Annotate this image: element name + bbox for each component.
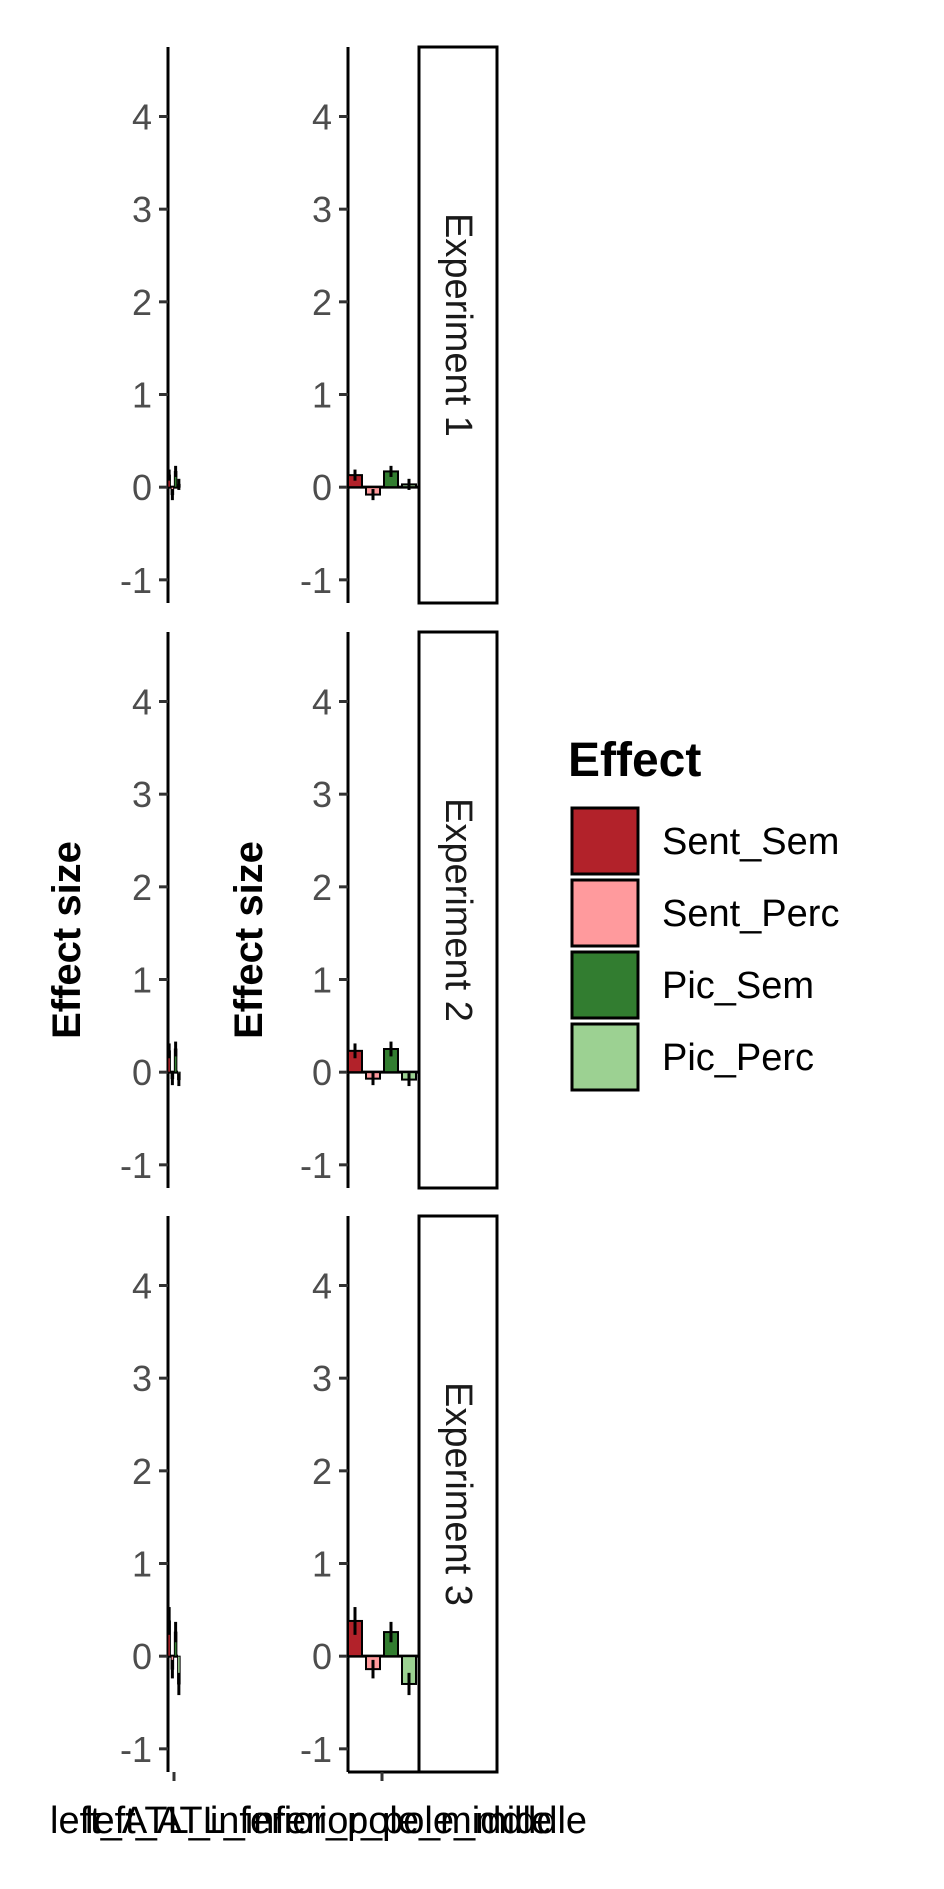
y-tick-label-right-exp2: -1 — [300, 1145, 332, 1186]
y-tick-label-left-exp3: -1 — [120, 1729, 152, 1770]
y-tick-label-left-exp2: 3 — [132, 774, 152, 815]
legend-label-pic-sem: Pic_Sem — [662, 965, 814, 1007]
facet-strip-exp3 — [417, 1214, 499, 1774]
legend-key-pic-sem — [570, 950, 640, 1020]
y-tick-label-left-exp1: -1 — [120, 560, 152, 601]
y-tick-label-right-exp1: 4 — [312, 97, 332, 138]
legend-label-pic-perc: Pic_Perc — [662, 1037, 814, 1079]
y-tick-label-left-exp2: 4 — [132, 682, 152, 723]
y-tick-label-right-exp1: 3 — [312, 189, 332, 230]
y-tick-label-left-exp2: 1 — [132, 960, 152, 1001]
facet-strip-exp2 — [417, 630, 499, 1190]
y-tick-label-right-exp3: 2 — [312, 1451, 332, 1492]
y-tick-label-left-exp1: 4 — [132, 97, 152, 138]
facet-label-exp1: Experiment 1 — [437, 213, 479, 437]
legend-label-sent-sem: Sent_Sem — [662, 821, 839, 863]
y-tick-label-left-exp2: 0 — [132, 1052, 152, 1093]
legend-label-sent-perc: Sent_Perc — [662, 893, 839, 935]
y-axis-title-right: Effect size — [227, 841, 271, 1039]
y-tick-label-right-exp1: -1 — [300, 560, 332, 601]
y-tick-label-left-exp3: 4 — [132, 1266, 152, 1307]
y-tick-label-left-exp3: 3 — [132, 1358, 152, 1399]
facet-label-exp3: Experiment 3 — [437, 1382, 479, 1606]
legend-key-pic-perc — [570, 1022, 640, 1092]
facet-label-exp2: Experiment 2 — [437, 798, 479, 1022]
facets: -1 0 1 2 3 4 -1 0 1 2 3 4 Experiment 1 -1 0 1 2 3 4 -1 0 1 2 3 4… — [120, 45, 499, 1781]
y-tick-label-right-exp3: 3 — [312, 1358, 332, 1399]
y-tick-label-right-exp3: -1 — [300, 1729, 332, 1770]
y-tick-label-left-exp1: 3 — [132, 189, 152, 230]
y-tick-label-right-exp3: 4 — [312, 1266, 332, 1307]
y-tick-label-left-exp3: 2 — [132, 1451, 152, 1492]
y-tick-label-left-exp1: 2 — [132, 282, 152, 323]
legend-key-sent-sem — [570, 806, 640, 876]
y-tick-label-right-exp2: 3 — [312, 774, 332, 815]
x-axis-label-left: left_ATL_inferior_pole_middle — [50, 1800, 552, 1842]
y-tick-label-left-exp1: 0 — [132, 467, 152, 508]
y-tick-label-left-exp2: -1 — [120, 1145, 152, 1186]
y-tick-label-right-exp2: 4 — [312, 682, 332, 723]
y-tick-label-left-exp2: 2 — [132, 867, 152, 908]
y-axis-title-left: Effect size — [45, 841, 89, 1039]
y-tick-label-left-exp1: 1 — [132, 375, 152, 416]
facet-strip-exp1 — [417, 45, 499, 605]
legend-key-sent-perc — [570, 878, 640, 948]
x-axis-label-right: left_ATL_inferior_pole_middle — [85, 1800, 587, 1842]
y-tick-label-right-exp1: 1 — [312, 375, 332, 416]
legend-title: Effect — [568, 734, 701, 787]
y-tick-label-right-exp1: 0 — [312, 467, 332, 508]
y-tick-label-right-exp2: 1 — [312, 960, 332, 1001]
y-tick-label-left-exp3: 0 — [132, 1636, 152, 1677]
legend: Sent_Sem Sent_Perc Pic_Sem Pic_Perc — [570, 806, 839, 1092]
y-tick-label-left-exp3: 1 — [132, 1544, 152, 1585]
y-tick-label-right-exp3: 0 — [312, 1636, 332, 1677]
y-tick-label-right-exp1: 2 — [312, 282, 332, 323]
y-tick-label-right-exp2: 0 — [312, 1052, 332, 1093]
y-tick-label-right-exp2: 2 — [312, 867, 332, 908]
y-tick-label-right-exp3: 1 — [312, 1544, 332, 1585]
